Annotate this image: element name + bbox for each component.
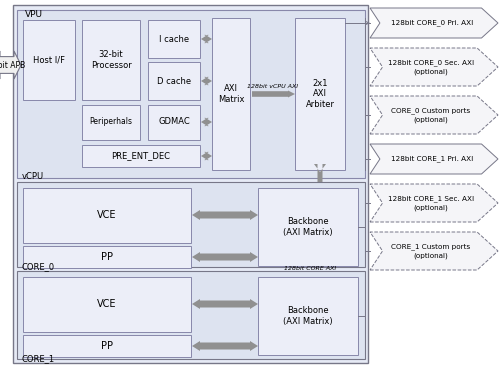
Bar xyxy=(258,277,358,355)
Text: 128bit CORE_1 Pri. AXI: 128bit CORE_1 Pri. AXI xyxy=(392,156,473,162)
Text: Backbone
(AXI Matrix): Backbone (AXI Matrix) xyxy=(283,306,333,326)
Text: 2x1
AXI
Arbiter: 2x1 AXI Arbiter xyxy=(306,79,334,109)
Text: PP: PP xyxy=(101,341,113,351)
Bar xyxy=(148,105,200,140)
Polygon shape xyxy=(201,152,212,161)
Bar xyxy=(17,10,365,178)
Polygon shape xyxy=(192,299,258,309)
Text: CORE_1: CORE_1 xyxy=(22,354,55,363)
Polygon shape xyxy=(314,164,326,182)
Bar xyxy=(295,18,345,170)
Text: VCE: VCE xyxy=(97,210,117,220)
Text: 128bit CORE_1 Sec. AXI: 128bit CORE_1 Sec. AXI xyxy=(388,196,474,202)
Text: Periperhals: Periperhals xyxy=(90,117,132,127)
Polygon shape xyxy=(370,96,498,134)
Text: 128bit CORE AXI: 128bit CORE AXI xyxy=(284,266,336,272)
Polygon shape xyxy=(370,8,498,38)
Polygon shape xyxy=(201,76,212,86)
Polygon shape xyxy=(370,232,498,270)
Text: GDMAC: GDMAC xyxy=(158,117,190,127)
Bar xyxy=(148,62,200,100)
Bar xyxy=(13,5,368,363)
Bar xyxy=(23,277,191,332)
Polygon shape xyxy=(252,90,295,97)
Polygon shape xyxy=(192,252,258,262)
Text: 32bit APB: 32bit APB xyxy=(0,61,26,69)
Text: AXI
Matrix: AXI Matrix xyxy=(218,84,244,104)
Bar xyxy=(23,20,75,100)
Bar xyxy=(212,18,250,170)
Text: Host I/F: Host I/F xyxy=(33,55,65,65)
Text: 128bit vCPU AXI: 128bit vCPU AXI xyxy=(248,85,298,90)
Bar xyxy=(23,246,191,268)
Polygon shape xyxy=(201,117,212,127)
Bar xyxy=(82,145,200,167)
Polygon shape xyxy=(0,51,21,79)
Text: (optional): (optional) xyxy=(414,205,448,211)
Text: CORE_0: CORE_0 xyxy=(22,262,55,271)
Text: (optional): (optional) xyxy=(414,69,448,75)
Text: CORE_1 Custom ports: CORE_1 Custom ports xyxy=(391,244,470,251)
Bar xyxy=(17,182,365,267)
Bar xyxy=(23,335,191,357)
Text: vCPU: vCPU xyxy=(22,172,44,181)
Bar xyxy=(17,271,365,359)
Polygon shape xyxy=(201,34,212,44)
Text: (optional): (optional) xyxy=(414,117,448,123)
Bar xyxy=(148,20,200,58)
Text: (optional): (optional) xyxy=(414,253,448,259)
Bar xyxy=(82,105,140,140)
Text: Backbone
(AXI Matrix): Backbone (AXI Matrix) xyxy=(283,217,333,237)
Text: VCE: VCE xyxy=(97,299,117,309)
Text: PP: PP xyxy=(101,252,113,262)
Polygon shape xyxy=(370,48,498,86)
Bar xyxy=(258,188,358,266)
Polygon shape xyxy=(192,341,258,351)
Text: D cache: D cache xyxy=(157,76,191,86)
Text: 128bit CORE_0 Sec. AXI: 128bit CORE_0 Sec. AXI xyxy=(388,60,474,66)
Bar xyxy=(23,188,191,243)
Polygon shape xyxy=(370,184,498,222)
Text: I cache: I cache xyxy=(159,34,189,44)
Text: 128bit CORE_0 Pri. AXI: 128bit CORE_0 Pri. AXI xyxy=(392,20,473,26)
Text: CORE_0 Custom ports: CORE_0 Custom ports xyxy=(391,108,470,114)
Polygon shape xyxy=(370,144,498,174)
Bar xyxy=(82,20,140,100)
Text: VPU: VPU xyxy=(25,10,43,19)
Text: PRE_ENT_DEC: PRE_ENT_DEC xyxy=(112,152,170,161)
Polygon shape xyxy=(192,210,258,220)
Text: 32-bit
Processor: 32-bit Processor xyxy=(90,50,132,70)
